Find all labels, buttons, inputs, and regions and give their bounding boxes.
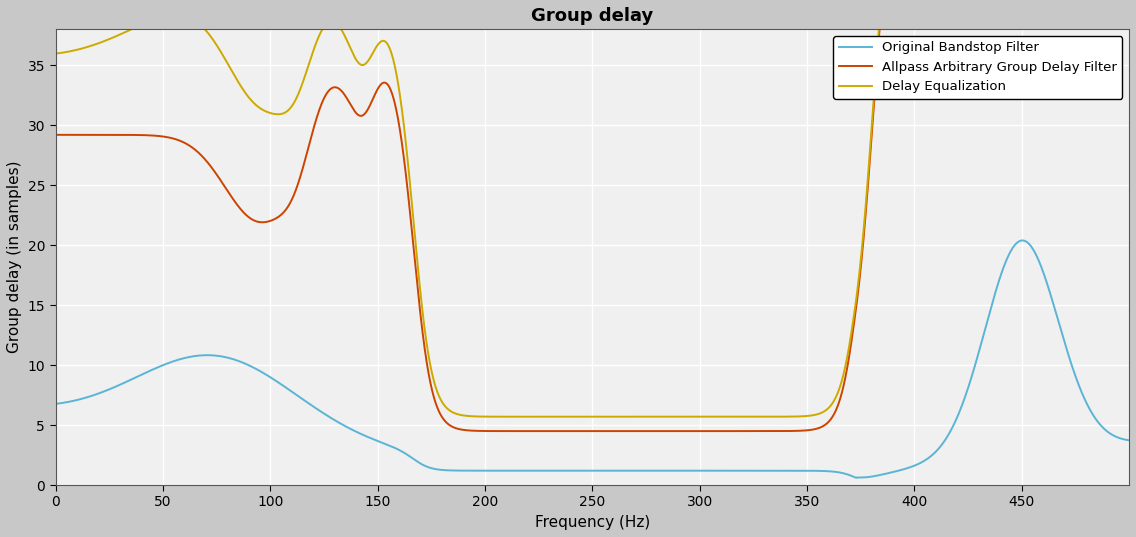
Allpass Arbitrary Group Delay Filter (437, 417, 451, 423)
Y-axis label: Group delay (in samples): Group delay (in samples) (7, 161, 22, 353)
Original Bandstop Filter (684, 468, 698, 474)
Delay Equalization (630, 413, 644, 420)
Original Bandstop Filter (902, 465, 916, 471)
Allpass Arbitrary Group Delay Filter (102, 132, 116, 138)
Allpass Arbitrary Group Delay Filter (845, 338, 859, 344)
Allpass Arbitrary Group Delay Filter (684, 428, 698, 434)
Original Bandstop Filter (730, 468, 744, 474)
Original Bandstop Filter (844, 473, 858, 479)
Original Bandstop Filter (437, 467, 451, 473)
Original Bandstop Filter (1122, 437, 1136, 444)
Line: Delay Equalization: Delay Equalization (56, 0, 1129, 417)
Delay Equalization (845, 329, 859, 335)
Title: Group delay: Group delay (532, 7, 653, 25)
Allpass Arbitrary Group Delay Filter (630, 428, 644, 434)
Original Bandstop Filter (1016, 237, 1029, 244)
Delay Equalization (49, 50, 62, 57)
Delay Equalization (684, 413, 698, 420)
Legend: Original Bandstop Filter, Allpass Arbitrary Group Delay Filter, Delay Equalizati: Original Bandstop Filter, Allpass Arbitr… (834, 36, 1122, 99)
Delay Equalization (730, 413, 744, 420)
Line: Allpass Arbitrary Group Delay Filter: Allpass Arbitrary Group Delay Filter (56, 0, 1129, 431)
Original Bandstop Filter (49, 401, 62, 407)
Allpass Arbitrary Group Delay Filter (730, 428, 744, 434)
Original Bandstop Filter (850, 475, 863, 481)
X-axis label: Frequency (Hz): Frequency (Hz) (535, 515, 650, 530)
Delay Equalization (102, 36, 116, 42)
Line: Original Bandstop Filter: Original Bandstop Filter (56, 241, 1129, 478)
Allpass Arbitrary Group Delay Filter (49, 132, 62, 138)
Delay Equalization (437, 402, 451, 408)
Original Bandstop Filter (102, 386, 116, 393)
